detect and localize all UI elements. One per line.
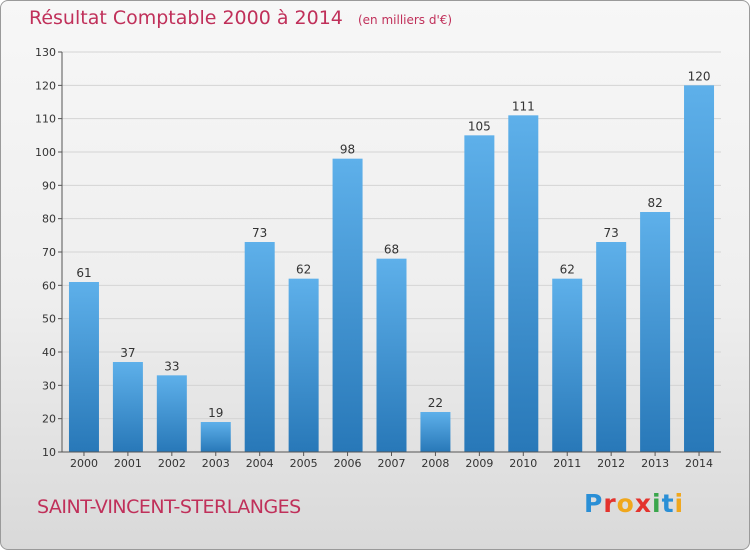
bar (464, 135, 495, 453)
x-tick-label: 2004 (246, 457, 274, 470)
brand-letter: i (674, 489, 685, 518)
bar-value-label: 62 (296, 263, 311, 277)
bar-value-label: 98 (340, 143, 355, 157)
y-tick-label: 80 (42, 213, 56, 226)
brand-letter: P (584, 489, 604, 518)
bar (376, 258, 407, 452)
title-row: Résultat Comptable 2000 à 2014 (en milli… (29, 7, 452, 29)
x-tick-label: 2006 (334, 457, 362, 470)
bar (156, 375, 187, 452)
bar-value-label: 19 (208, 406, 223, 420)
bar (420, 412, 451, 452)
y-tick-label: 70 (42, 246, 56, 259)
y-tick-label: 130 (35, 46, 56, 59)
y-tick-label: 30 (42, 379, 56, 392)
x-tick-label: 2009 (465, 457, 493, 470)
y-tick-label: 60 (42, 279, 56, 292)
x-tick-label: 2013 (641, 457, 669, 470)
x-tick-label: 2012 (597, 457, 625, 470)
bar (508, 115, 539, 452)
brand-letter: o (616, 489, 635, 518)
brand-letter: x (634, 489, 652, 518)
bar-value-label: 105 (468, 119, 491, 133)
y-tick-label: 90 (42, 179, 56, 192)
bar (596, 242, 627, 452)
bar (684, 85, 715, 452)
x-tick-label: 2014 (685, 457, 713, 470)
brand-logo: Proxiti (584, 489, 684, 518)
x-tick-label: 2011 (553, 457, 581, 470)
bar-value-label: 37 (120, 346, 135, 360)
x-tick-label: 2002 (158, 457, 186, 470)
bar-value-label: 111 (512, 99, 535, 113)
y-tick-label: 120 (35, 79, 56, 92)
y-tick-label: 10 (42, 446, 56, 459)
x-tick-label: 2008 (421, 457, 449, 470)
y-tick-label: 40 (42, 346, 56, 359)
x-tick-label: 2007 (378, 457, 406, 470)
brand-letter: t (661, 489, 675, 518)
place-name: SAINT-VINCENT-STERLANGES (37, 496, 301, 518)
bar-value-label: 73 (252, 226, 267, 240)
brand-letter: i (652, 489, 662, 518)
bar-value-label: 62 (560, 263, 575, 277)
bar (640, 212, 671, 452)
y-tick-label: 100 (35, 146, 56, 159)
bar (200, 422, 231, 452)
x-tick-label: 2010 (509, 457, 537, 470)
bar (68, 282, 99, 452)
y-tick-label: 20 (42, 413, 56, 426)
y-tick-label: 50 (42, 313, 56, 326)
bar-value-label: 22 (428, 396, 443, 410)
brand-letter: r (603, 489, 617, 518)
x-tick-label: 2003 (202, 457, 230, 470)
bar-value-label: 120 (688, 69, 711, 83)
chart-subtitle: (en milliers d'€) (357, 13, 453, 27)
bar (112, 362, 143, 452)
x-tick-label: 2005 (290, 457, 318, 470)
y-tick-label: 110 (35, 113, 56, 126)
x-tick-label: 2001 (114, 457, 142, 470)
bar (244, 242, 275, 452)
bar-value-label: 68 (384, 243, 399, 257)
bar (552, 278, 583, 452)
bar-value-label: 33 (164, 359, 179, 373)
bar (288, 278, 319, 452)
bar-value-label: 82 (647, 196, 662, 210)
chart-title: Résultat Comptable 2000 à 2014 (29, 7, 343, 29)
bar-value-label: 73 (604, 226, 619, 240)
bar-value-label: 61 (76, 266, 91, 280)
x-tick-label: 2000 (70, 457, 98, 470)
bar (332, 158, 363, 452)
